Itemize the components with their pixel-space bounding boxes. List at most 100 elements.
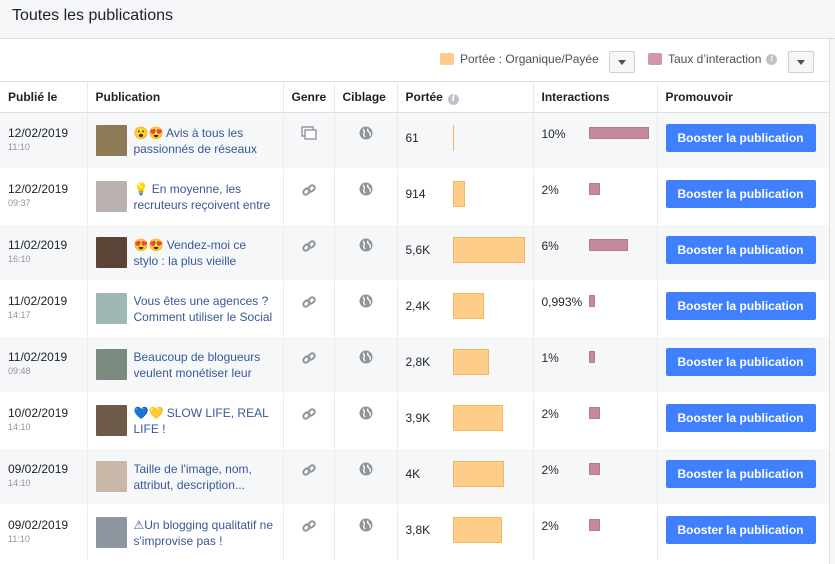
info-icon[interactable]: i	[447, 93, 459, 105]
reach-cell: 3,8K	[397, 504, 534, 561]
table-row[interactable]: 11/02/2019 16:10 😍😍 Vendez-moi ce stylo …	[0, 224, 829, 281]
interactions-cell: 2%	[533, 392, 658, 449]
globe-icon	[359, 462, 373, 479]
post-thumbnail[interactable]	[95, 181, 127, 212]
table-row[interactable]: 11/02/2019 09:48 Beaucoup de blogueurs v…	[0, 336, 829, 393]
link-icon	[301, 520, 317, 537]
post-thumbnail[interactable]	[95, 293, 127, 324]
interactions-cell: 6%	[533, 224, 658, 281]
engagement-metric-dropdown[interactable]	[788, 51, 814, 73]
reach-bar	[453, 349, 490, 375]
table-row[interactable]: 09/02/2019 14:10 Taille de l'image, nom,…	[0, 448, 829, 505]
interactions-cell: 1%	[533, 336, 658, 393]
link-icon	[301, 240, 317, 257]
col-interactions[interactable]: Interactions	[533, 81, 658, 113]
post-text[interactable]: 😍😍 Vendez-moi ce stylo : la plus vieille	[133, 238, 247, 268]
table-row[interactable]: 10/02/2019 14:10 💙💛 SLOW LIFE, REAL LIFE…	[0, 392, 829, 449]
link-icon	[301, 464, 317, 481]
reach-metric-dropdown[interactable]	[609, 51, 635, 73]
post-thumbnail[interactable]	[95, 125, 127, 156]
post-cell[interactable]: Beaucoup de blogueurs veulent monétiser …	[87, 336, 284, 393]
post-thumbnail[interactable]	[95, 405, 127, 436]
col-published[interactable]: Publié le	[0, 81, 88, 113]
reach-bar	[453, 125, 455, 151]
interactions-cell: 10%	[533, 112, 658, 169]
targeting-cell	[334, 280, 398, 337]
post-thumbnail[interactable]	[95, 237, 127, 268]
table-row[interactable]: 09/02/2019 11:10 ⚠Un blogging qualitatif…	[0, 504, 829, 561]
post-cell[interactable]: Vous êtes une agences ? Comment utiliser…	[87, 280, 284, 337]
promote-cell: Booster la publication	[657, 448, 829, 505]
post-text[interactable]: 😮😍 Avis à tous les passionnés de réseaux	[133, 126, 257, 156]
boost-post-button[interactable]: Booster la publication	[665, 124, 816, 152]
legend-reach-label: Portée : Organique/Payée	[460, 52, 599, 66]
link-icon	[301, 352, 317, 369]
post-thumbnail[interactable]	[95, 461, 127, 492]
post-cell[interactable]: 💡 En moyenne, les recruteurs reçoivent e…	[87, 168, 284, 225]
table-row[interactable]: 12/02/2019 11:10 😮😍 Avis à tous les pass…	[0, 112, 829, 169]
post-thumbnail[interactable]	[95, 349, 127, 380]
published-cell: 09/02/2019 14:10	[0, 448, 88, 505]
post-text[interactable]: Beaucoup de blogueurs veulent monétiser …	[133, 350, 261, 380]
post-text[interactable]: Vous êtes une agences ? Comment utiliser…	[133, 294, 273, 324]
post-cell[interactable]: 😮😍 Avis à tous les passionnés de réseaux	[87, 112, 284, 169]
promote-cell: Booster la publication	[657, 224, 829, 281]
reach-value: 914	[405, 187, 426, 201]
post-text[interactable]: ⚠Un blogging qualitatif ne s'improvise p…	[133, 518, 274, 548]
col-targeting[interactable]: Ciblage	[334, 81, 398, 113]
legend-engagement-label: Taux d’interaction	[668, 52, 762, 66]
post-time: 09:37	[8, 198, 31, 208]
post-cell[interactable]: ⚠Un blogging qualitatif ne s'improvise p…	[87, 504, 284, 561]
post-cell[interactable]: 💙💛 SLOW LIFE, REAL LIFE !	[87, 392, 284, 449]
globe-icon	[359, 350, 373, 367]
table-header-row: Publié le Publication Genre Ciblage Port…	[0, 81, 829, 113]
post-time: 11:10	[8, 142, 30, 152]
reach-value: 3,9K	[405, 411, 431, 425]
col-reach-header[interactable]: Portée i	[397, 81, 534, 113]
post-date: 12/02/2019	[8, 126, 69, 140]
legend-reach: Portée : Organique/Payée	[440, 52, 599, 66]
engagement-bar	[589, 127, 650, 139]
reach-bar	[453, 517, 503, 543]
boost-post-button[interactable]: Booster la publication	[665, 404, 816, 432]
post-date: 12/02/2019	[8, 182, 69, 196]
post-cell[interactable]: Taille de l'image, nom, attribut, descri…	[87, 448, 284, 505]
engagement-value: 2%	[541, 407, 559, 421]
engagement-value: 2%	[541, 519, 559, 533]
post-thumbnail[interactable]	[95, 517, 127, 548]
boost-post-button[interactable]: Booster la publication	[665, 348, 816, 376]
promote-cell: Booster la publication	[657, 392, 829, 449]
col-type[interactable]: Genre	[283, 81, 335, 113]
boost-post-button[interactable]: Booster la publication	[665, 180, 816, 208]
published-cell: 12/02/2019 11:10	[0, 112, 88, 169]
link-icon	[301, 408, 317, 425]
post-time: 14:17	[8, 310, 31, 320]
engagement-value: 6%	[541, 239, 559, 253]
boost-post-button[interactable]: Booster la publication	[665, 460, 816, 488]
reach-cell: 2,8K	[397, 336, 534, 393]
post-text[interactable]: Taille de l'image, nom, attribut, descri…	[133, 462, 252, 492]
table-row[interactable]: 11/02/2019 14:17 Vous êtes une agences ?…	[0, 280, 829, 337]
type-cell	[283, 336, 335, 393]
col-post[interactable]: Publication	[87, 81, 284, 113]
targeting-cell	[334, 168, 398, 225]
published-cell: 09/02/2019 11:10	[0, 504, 88, 561]
post-text[interactable]: 💙💛 SLOW LIFE, REAL LIFE !	[133, 406, 269, 436]
table-row[interactable]: 12/02/2019 09:37 💡 En moyenne, les recru…	[0, 168, 829, 225]
post-text[interactable]: 💡 En moyenne, les recruteurs reçoivent e…	[133, 182, 271, 212]
boost-post-button[interactable]: Booster la publication	[665, 292, 816, 320]
promote-cell: Booster la publication	[657, 336, 829, 393]
table-body: 12/02/2019 11:10 😮😍 Avis à tous les pass…	[0, 112, 829, 561]
targeting-cell	[334, 112, 398, 169]
type-cell	[283, 448, 335, 505]
post-time: 11:10	[8, 534, 30, 544]
post-cell[interactable]: 😍😍 Vendez-moi ce stylo : la plus vieille	[87, 224, 284, 281]
col-reach: Portée	[405, 89, 443, 104]
boost-post-button[interactable]: Booster la publication	[665, 516, 816, 544]
engagement-value: 2%	[541, 463, 559, 477]
posts-table: Publié le Publication Genre Ciblage Port…	[0, 81, 829, 561]
boost-post-button[interactable]: Booster la publication	[665, 236, 816, 264]
info-icon[interactable]: i	[766, 53, 778, 65]
targeting-cell	[334, 448, 398, 505]
page-title: Toutes les publications	[12, 7, 173, 24]
